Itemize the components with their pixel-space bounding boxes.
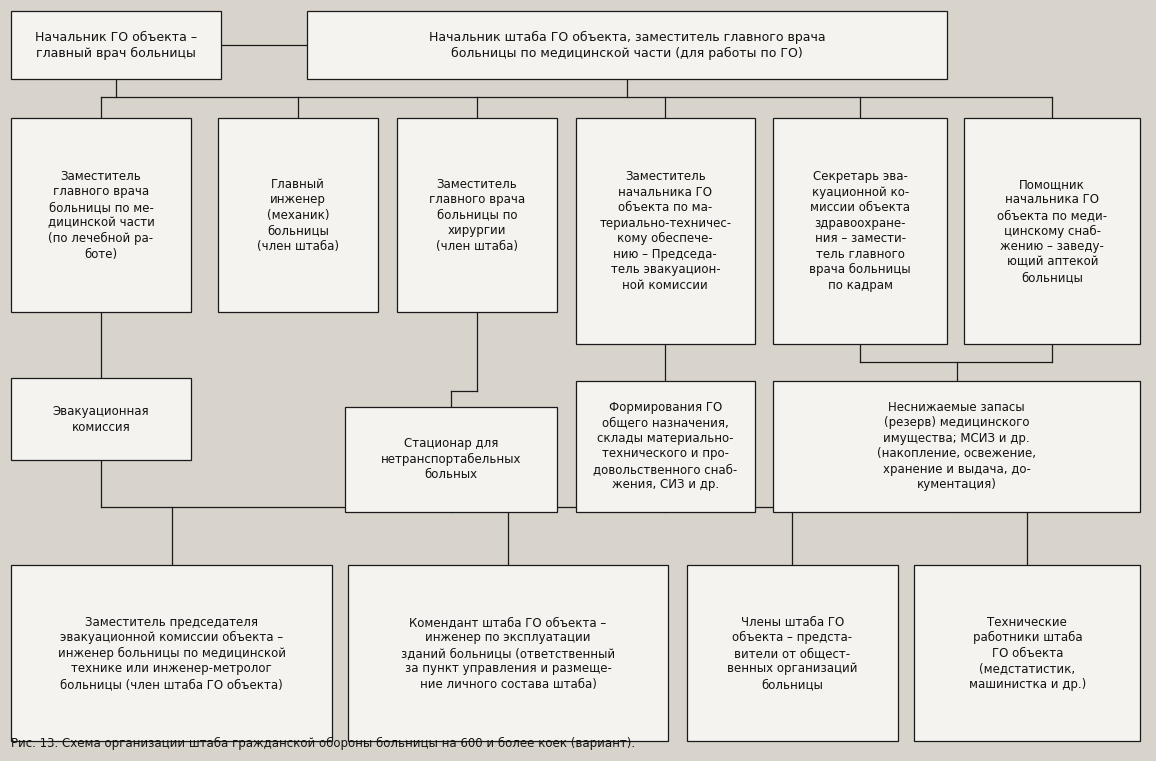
Text: Заместитель
главного врача
больницы по ме-
дицинской части
(по лечебной ра-
боте: Заместитель главного врача больницы по м…	[47, 170, 155, 260]
FancyBboxPatch shape	[914, 565, 1140, 741]
Text: Помощник
начальника ГО
объекта по меди-
цинскому снаб-
жению – заведу-
ющий апте: Помощник начальника ГО объекта по меди- …	[998, 178, 1107, 284]
FancyBboxPatch shape	[217, 118, 378, 312]
FancyBboxPatch shape	[576, 380, 755, 511]
Text: Неснижаемые запасы
(резерв) медицинского
имущества; МСИЗ и др.
(накопление, осве: Неснижаемые запасы (резерв) медицинского…	[877, 401, 1036, 492]
FancyBboxPatch shape	[773, 380, 1140, 511]
Text: Секретарь эва-
куационной ко-
миссии объекта
здравоохране-
ния – замести-
тель г: Секретарь эва- куационной ко- миссии объ…	[809, 170, 911, 291]
FancyBboxPatch shape	[12, 565, 332, 741]
FancyBboxPatch shape	[397, 118, 557, 312]
FancyBboxPatch shape	[773, 118, 947, 344]
FancyBboxPatch shape	[348, 565, 668, 741]
Text: Заместитель
главного врача
больницы по
хирургии
(член штаба): Заместитель главного врача больницы по х…	[429, 178, 525, 253]
Text: Технические
работники штаба
ГО объекта
(медстатистик,
машинистка и др.): Технические работники штаба ГО объекта (…	[969, 616, 1085, 691]
Text: Эвакуационная
комиссия: Эвакуационная комиссия	[53, 405, 149, 434]
FancyBboxPatch shape	[12, 11, 221, 79]
Text: Заместитель
начальника ГО
объекта по ма-
териально-техничес-
кому обеспече-
нию : Заместитель начальника ГО объекта по ма-…	[599, 170, 732, 291]
FancyBboxPatch shape	[964, 118, 1140, 344]
Text: Формирования ГО
общего назначения,
склады материально-
технического и про-
довол: Формирования ГО общего назначения, склад…	[593, 401, 738, 492]
FancyBboxPatch shape	[12, 378, 191, 460]
Text: Комендант штаба ГО объекта –
инженер по эксплуатации
зданий больницы (ответствен: Комендант штаба ГО объекта – инженер по …	[401, 616, 615, 691]
Text: Стационар для
нетранспортабельных
больных: Стационар для нетранспортабельных больны…	[380, 437, 521, 481]
Text: Начальник ГО объекта –
главный врач больницы: Начальник ГО объекта – главный врач боль…	[35, 31, 198, 59]
FancyBboxPatch shape	[344, 406, 557, 511]
FancyBboxPatch shape	[576, 118, 755, 344]
FancyBboxPatch shape	[306, 11, 947, 79]
Text: Члены штаба ГО
объекта – предста-
вители от общест-
венных организаций
больницы: Члены штаба ГО объекта – предста- вители…	[727, 616, 858, 691]
Text: Заместитель председателя
эвакуационной комиссии объекта –
инженер больницы по ме: Заместитель председателя эвакуационной к…	[58, 616, 286, 691]
Text: Начальник штаба ГО объекта, заместитель главного врача
больницы по медицинской ч: Начальник штаба ГО объекта, заместитель …	[429, 31, 825, 59]
Text: Главный
инженер
(механик)
больницы
(член штаба): Главный инженер (механик) больницы (член…	[257, 178, 339, 253]
Text: Рис. 13. Схема организации штаба гражданской обороны больницы на 600 и более кое: Рис. 13. Схема организации штаба граждан…	[12, 737, 636, 750]
FancyBboxPatch shape	[687, 565, 898, 741]
FancyBboxPatch shape	[12, 118, 191, 312]
